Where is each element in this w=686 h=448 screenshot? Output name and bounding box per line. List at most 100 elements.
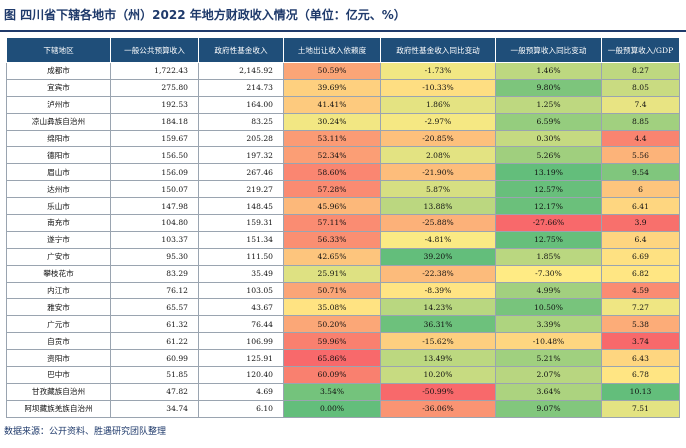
cell-land-dependency: 59.96% [283, 332, 381, 351]
cell-budget-gdp: 3.9 [601, 214, 680, 232]
table-row: 眉山市 156.09 267.46 58.60% -21.90% 13.19% 9.54 [6, 163, 680, 182]
cell-region: 凉山彝族自治州 [6, 112, 111, 131]
cell-budget-yoy: 10.50% [495, 298, 602, 317]
cell-general-budget: 34.74 [110, 399, 199, 418]
cell-budget-yoy: 5.21% [495, 349, 602, 368]
finance-table: 下辖地区 一般公共预算收入 政府性基金收入 土地出让收入依赖度 政府性基金收入同… [6, 37, 680, 418]
cell-region: 德阳市 [6, 146, 111, 165]
table-row: 内江市 76.12 103.05 50.71% -8.39% 4.99% 4.59 [6, 281, 680, 300]
table-row: 成都市 1,722.43 2,145.92 50.59% -1.73% 1.46% 8.27 [6, 62, 680, 80]
table-row: 泸州市 192.53 164.00 41.41% 1.86% 1.25% 7.4 [6, 95, 680, 114]
col-header-land-dependency: 土地出让收入依赖度 [283, 37, 381, 63]
cell-land-dependency: 57.28% [283, 180, 381, 199]
cell-budget-gdp: 6.78 [601, 366, 680, 384]
cell-general-budget: 60.99 [110, 349, 199, 368]
cell-region: 泸州市 [6, 95, 111, 114]
col-header-fund-yoy: 政府性基金收入同比变动 [380, 37, 496, 63]
cell-general-budget: 1,722.43 [110, 62, 199, 80]
cell-fund-income: 111.50 [198, 247, 284, 266]
cell-fund-income: 148.45 [198, 197, 284, 216]
cell-budget-yoy: 1.25% [495, 95, 602, 114]
cell-budget-yoy: 3.64% [495, 382, 602, 401]
cell-budget-gdp: 6.43 [601, 349, 680, 368]
cell-general-budget: 51.85 [110, 366, 199, 384]
cell-region: 内江市 [6, 281, 111, 300]
cell-region: 遂宁市 [6, 230, 111, 249]
cell-fund-yoy: 13.88% [380, 197, 496, 216]
cell-general-budget: 104.80 [110, 214, 199, 232]
cell-budget-gdp: 5.56 [601, 146, 680, 165]
cell-land-dependency: 45.96% [283, 197, 381, 216]
cell-budget-yoy: 9.80% [495, 78, 602, 97]
cell-fund-yoy: 14.23% [380, 298, 496, 317]
cell-budget-yoy: 1.46% [495, 62, 602, 80]
cell-fund-yoy: -4.81% [380, 230, 496, 249]
table-row: 攀枝花市 83.29 35.49 25.91% -22.38% -7.30% 6.82 [6, 264, 680, 283]
cell-budget-yoy: 12.17% [495, 197, 602, 216]
cell-general-budget: 61.32 [110, 315, 199, 334]
cell-region: 宜宾市 [6, 78, 111, 97]
cell-fund-yoy: -50.99% [380, 382, 496, 401]
cell-budget-yoy: -27.66% [495, 214, 602, 232]
col-header-general-budget: 一般公共预算收入 [110, 37, 199, 63]
cell-budget-yoy: -10.48% [495, 332, 602, 351]
cell-land-dependency: 50.71% [283, 281, 381, 300]
cell-land-dependency: 39.69% [283, 78, 381, 97]
cell-budget-yoy: 13.19% [495, 163, 602, 182]
cell-fund-income: 197.32 [198, 146, 284, 165]
cell-land-dependency: 56.33% [283, 230, 381, 249]
table-row: 阿坝藏族羌族自治州 34.74 6.10 0.00% -36.06% 9.07% 7.51 [6, 399, 680, 418]
table-header-row: 下辖地区 一般公共预算收入 政府性基金收入 土地出让收入依赖度 政府性基金收入同… [6, 37, 680, 63]
table-row: 雅安市 65.57 43.67 35.08% 14.23% 10.50% 7.27 [6, 298, 680, 317]
cell-fund-income: 205.28 [198, 129, 284, 148]
cell-region: 阿坝藏族羌族自治州 [6, 399, 111, 418]
cell-land-dependency: 42.65% [283, 247, 381, 266]
cell-general-budget: 47.82 [110, 382, 199, 401]
cell-budget-yoy: 9.07% [495, 399, 602, 418]
cell-region: 南充市 [6, 214, 111, 232]
cell-region: 乐山市 [6, 197, 111, 216]
cell-region: 眉山市 [6, 163, 111, 182]
cell-fund-income: 35.49 [198, 264, 284, 283]
cell-fund-income: 106.99 [198, 332, 284, 351]
table-title: 图 四川省下辖各地市（州）2022 年地方财政收入情况（单位：亿元、%） [4, 8, 406, 22]
cell-land-dependency: 50.59% [283, 62, 381, 80]
cell-budget-gdp: 6.82 [601, 264, 680, 283]
cell-budget-gdp: 7.51 [601, 399, 680, 418]
table-row: 达州市 150.07 219.27 57.28% 5.87% 12.57% 6 [6, 180, 680, 199]
cell-region: 绵阳市 [6, 129, 111, 148]
table-row: 乐山市 147.98 148.45 45.96% 13.88% 12.17% 6.41 [6, 197, 680, 216]
cell-fund-yoy: -20.85% [380, 129, 496, 148]
cell-general-budget: 76.12 [110, 281, 199, 300]
cell-fund-yoy: -10.33% [380, 78, 496, 97]
cell-region: 成都市 [6, 62, 111, 80]
cell-fund-income: 4.69 [198, 382, 284, 401]
cell-budget-gdp: 9.54 [601, 163, 680, 182]
cell-budget-gdp: 7.4 [601, 95, 680, 114]
cell-general-budget: 156.09 [110, 163, 199, 182]
cell-budget-gdp: 6.4 [601, 230, 680, 249]
table-row: 甘孜藏族自治州 47.82 4.69 3.54% -50.99% 3.64% 10.13 [6, 382, 680, 401]
data-source-note: 数据来源：公开资料、胜遇研究团队整理 [4, 427, 167, 437]
cell-fund-income: 159.31 [198, 214, 284, 232]
cell-fund-income: 120.40 [198, 366, 284, 384]
cell-general-budget: 159.67 [110, 129, 199, 148]
cell-region: 甘孜藏族自治州 [6, 382, 111, 401]
cell-fund-income: 2,145.92 [198, 62, 284, 80]
cell-region: 巴中市 [6, 366, 111, 384]
col-header-budget-yoy: 一般预算收入同比变动 [495, 37, 602, 63]
cell-fund-yoy: 5.87% [380, 180, 496, 199]
table-row: 绵阳市 159.67 205.28 53.11% -20.85% 0.30% 4.4 [6, 129, 680, 148]
cell-fund-yoy: -21.90% [380, 163, 496, 182]
cell-budget-yoy: 3.39% [495, 315, 602, 334]
cell-fund-yoy: -22.38% [380, 264, 496, 283]
cell-region: 雅安市 [6, 298, 111, 317]
col-header-fund-income: 政府性基金收入 [198, 37, 284, 63]
cell-general-budget: 83.29 [110, 264, 199, 283]
cell-land-dependency: 50.20% [283, 315, 381, 334]
cell-fund-income: 103.05 [198, 281, 284, 300]
cell-budget-yoy: 2.07% [495, 366, 602, 384]
cell-region: 广元市 [6, 315, 111, 334]
cell-budget-yoy: 5.26% [495, 146, 602, 165]
cell-general-budget: 103.37 [110, 230, 199, 249]
